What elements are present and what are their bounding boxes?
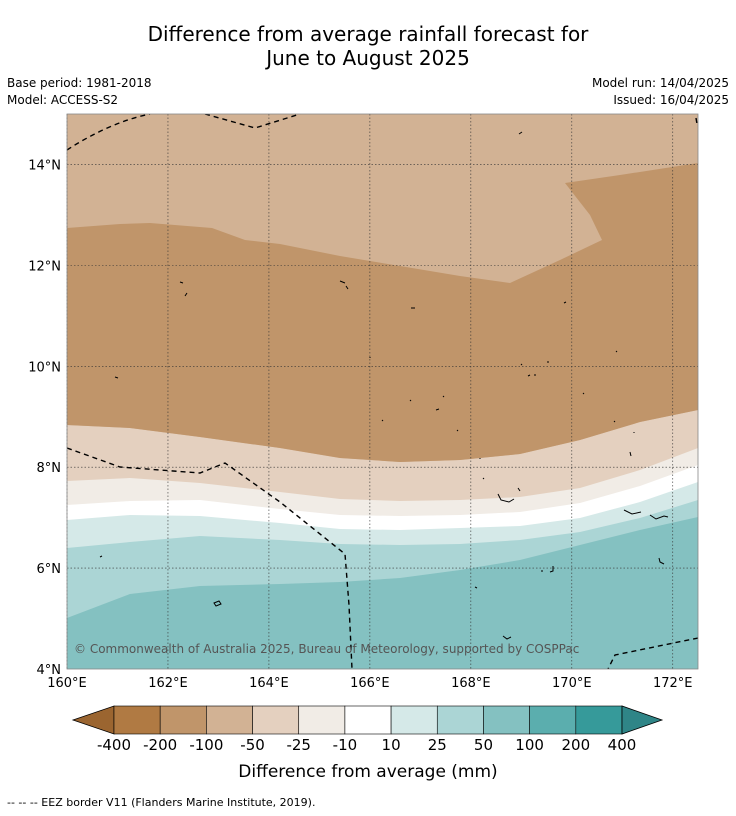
colorbar-swatch	[483, 705, 530, 735]
colorbar	[71, 705, 664, 735]
base-period: Base period: 1981-2018	[7, 76, 152, 90]
lon-tick-label: 162°E	[148, 676, 188, 691]
colorbar-label: -200	[143, 736, 178, 754]
island-outlines	[99, 131, 669, 640]
colorbar-label: 50	[473, 736, 493, 754]
colorbar-label: -400	[96, 736, 132, 754]
colorbar-label: 10	[381, 736, 401, 754]
lon-tick-label: 166°E	[350, 676, 390, 691]
copyright-text: © Commonwealth of Australia 2025, Bureau…	[74, 642, 579, 656]
lat-tick-label: 8°N	[37, 461, 62, 476]
lat-tick-label: 10°N	[28, 360, 61, 375]
lon-tick-label: 168°E	[451, 676, 491, 691]
lat-tick-label: 14°N	[28, 158, 61, 173]
issued-date: Issued: 16/04/2025	[613, 93, 729, 107]
colorbar-label: -10	[332, 736, 358, 754]
map-frame	[66, 113, 699, 670]
map-fill-layers	[67, 114, 698, 669]
lat-tick-label: 6°N	[37, 562, 62, 577]
title-line-1: Difference from average rainfall forecas…	[147, 22, 589, 46]
eez-footnote: -- -- -- EEZ border V11 (Flanders Marine…	[7, 796, 316, 809]
band-minus50-100-north	[67, 114, 698, 283]
meta-left: Base period: 1981-2018 Model: ACCESS-S2	[7, 75, 152, 109]
colorbar-labels: -400 -200 -100 -50 -25 -10 10 25 50 100 200 400	[0, 736, 736, 756]
colorbar-label: 200	[561, 736, 591, 754]
colorbar-label: 400	[607, 736, 637, 754]
lat-tick-label: 12°N	[28, 259, 61, 274]
model-name: Model: ACCESS-S2	[7, 93, 119, 107]
colorbar-extend-low	[71, 705, 115, 735]
colorbar-swatch	[298, 705, 346, 735]
colorbar-swatch	[252, 705, 300, 735]
meta-right: Model run: 14/04/2025 Issued: 16/04/2025	[592, 75, 729, 109]
chart-title: Difference from average rainfall forecas…	[0, 22, 736, 70]
colorbar-title: Difference from average (mm)	[238, 762, 498, 782]
colorbar-swatch	[206, 705, 253, 735]
colorbar-swatch	[529, 705, 577, 735]
lon-tick-label: 170°E	[552, 676, 592, 691]
lon-tick-label: 172°E	[653, 676, 693, 691]
colorbar-label: -25	[286, 736, 311, 754]
colorbar-label: -100	[189, 736, 224, 754]
lon-tick-label: 164°E	[249, 676, 289, 691]
eez-border	[67, 114, 698, 669]
model-run: Model run: 14/04/2025	[591, 76, 729, 90]
colorbar-swatch	[390, 705, 438, 735]
colorbar-swatch	[159, 705, 207, 735]
colorbar-swatch	[344, 705, 392, 735]
lon-tick-label: 160°E	[47, 676, 87, 691]
title-line-2: June to August 2025	[266, 46, 470, 70]
colorbar-label: 100	[515, 736, 544, 754]
colorbar-swatch	[436, 705, 484, 735]
colorbar-label: 25	[427, 736, 447, 754]
latitude-ticks: 4°N 6°N 8°N 10°N 12°N 14°N	[28, 158, 61, 678]
longitude-ticks: 160°E 162°E 164°E 166°E 168°E 170°E 172°E	[47, 676, 692, 691]
colorbar-label: -50	[240, 736, 265, 754]
lat-tick-label: 4°N	[37, 663, 62, 678]
colorbar-swatch	[575, 705, 623, 735]
colorbar-extend-high	[621, 705, 664, 735]
colorbar-swatch	[113, 705, 161, 735]
